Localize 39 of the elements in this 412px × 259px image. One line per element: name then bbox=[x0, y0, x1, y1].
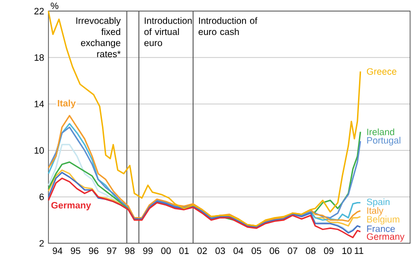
series-label: France bbox=[367, 226, 395, 232]
series-label: Germany bbox=[366, 233, 404, 242]
ref-line-label: Irrevocably fixed exchange rates* bbox=[76, 17, 121, 58]
series-label: Greece bbox=[366, 68, 396, 75]
annotation: Italy bbox=[58, 100, 76, 108]
ref-line-label: Introduction of virtual euro bbox=[144, 17, 192, 46]
y-tick-label: 22 bbox=[34, 8, 44, 14]
annotation: Germany bbox=[51, 202, 92, 210]
series-label: Belgium bbox=[367, 216, 400, 224]
x-tick-label: 10 bbox=[342, 247, 352, 254]
x-tick-label: 96 bbox=[88, 247, 98, 254]
x-tick-label: 01 bbox=[179, 247, 189, 254]
line-series bbox=[48, 10, 362, 227]
series-label: Portugal bbox=[367, 136, 400, 146]
x-tick-label: 99 bbox=[143, 247, 153, 254]
x-tick-label: 03 bbox=[215, 247, 225, 254]
x-tick-label: 00 bbox=[161, 247, 171, 254]
series-label: Italy bbox=[367, 207, 384, 216]
y-tick-label: 2 bbox=[40, 240, 44, 247]
x-tick-label: 09 bbox=[324, 247, 334, 254]
x-tick-label: 98 bbox=[125, 247, 135, 254]
x-tick-label: 08 bbox=[306, 247, 316, 254]
x-tick-label: 04 bbox=[234, 247, 244, 254]
x-tick-label: 06 bbox=[270, 247, 280, 254]
series-label: Ireland bbox=[367, 128, 394, 136]
y-tick-label: 10 bbox=[34, 147, 44, 154]
x-tick-label: 11 bbox=[354, 247, 364, 254]
x-tick-label: 05 bbox=[252, 247, 262, 254]
y-tick-label: 6 bbox=[40, 194, 44, 200]
x-tick-label: 07 bbox=[288, 247, 298, 254]
series-label: Spain bbox=[366, 198, 390, 207]
y-tick-label: 14 bbox=[34, 100, 44, 108]
x-tick-label: 95 bbox=[70, 247, 80, 254]
x-tick-label: 02 bbox=[197, 247, 207, 254]
y-tick-label: 18 bbox=[34, 54, 44, 61]
x-tick-label: 97 bbox=[107, 247, 116, 254]
y-axis-title: % bbox=[50, 2, 58, 10]
ref-line-label: Introduction of euro cash bbox=[198, 17, 258, 36]
x-tick-label: 94 bbox=[52, 247, 62, 254]
